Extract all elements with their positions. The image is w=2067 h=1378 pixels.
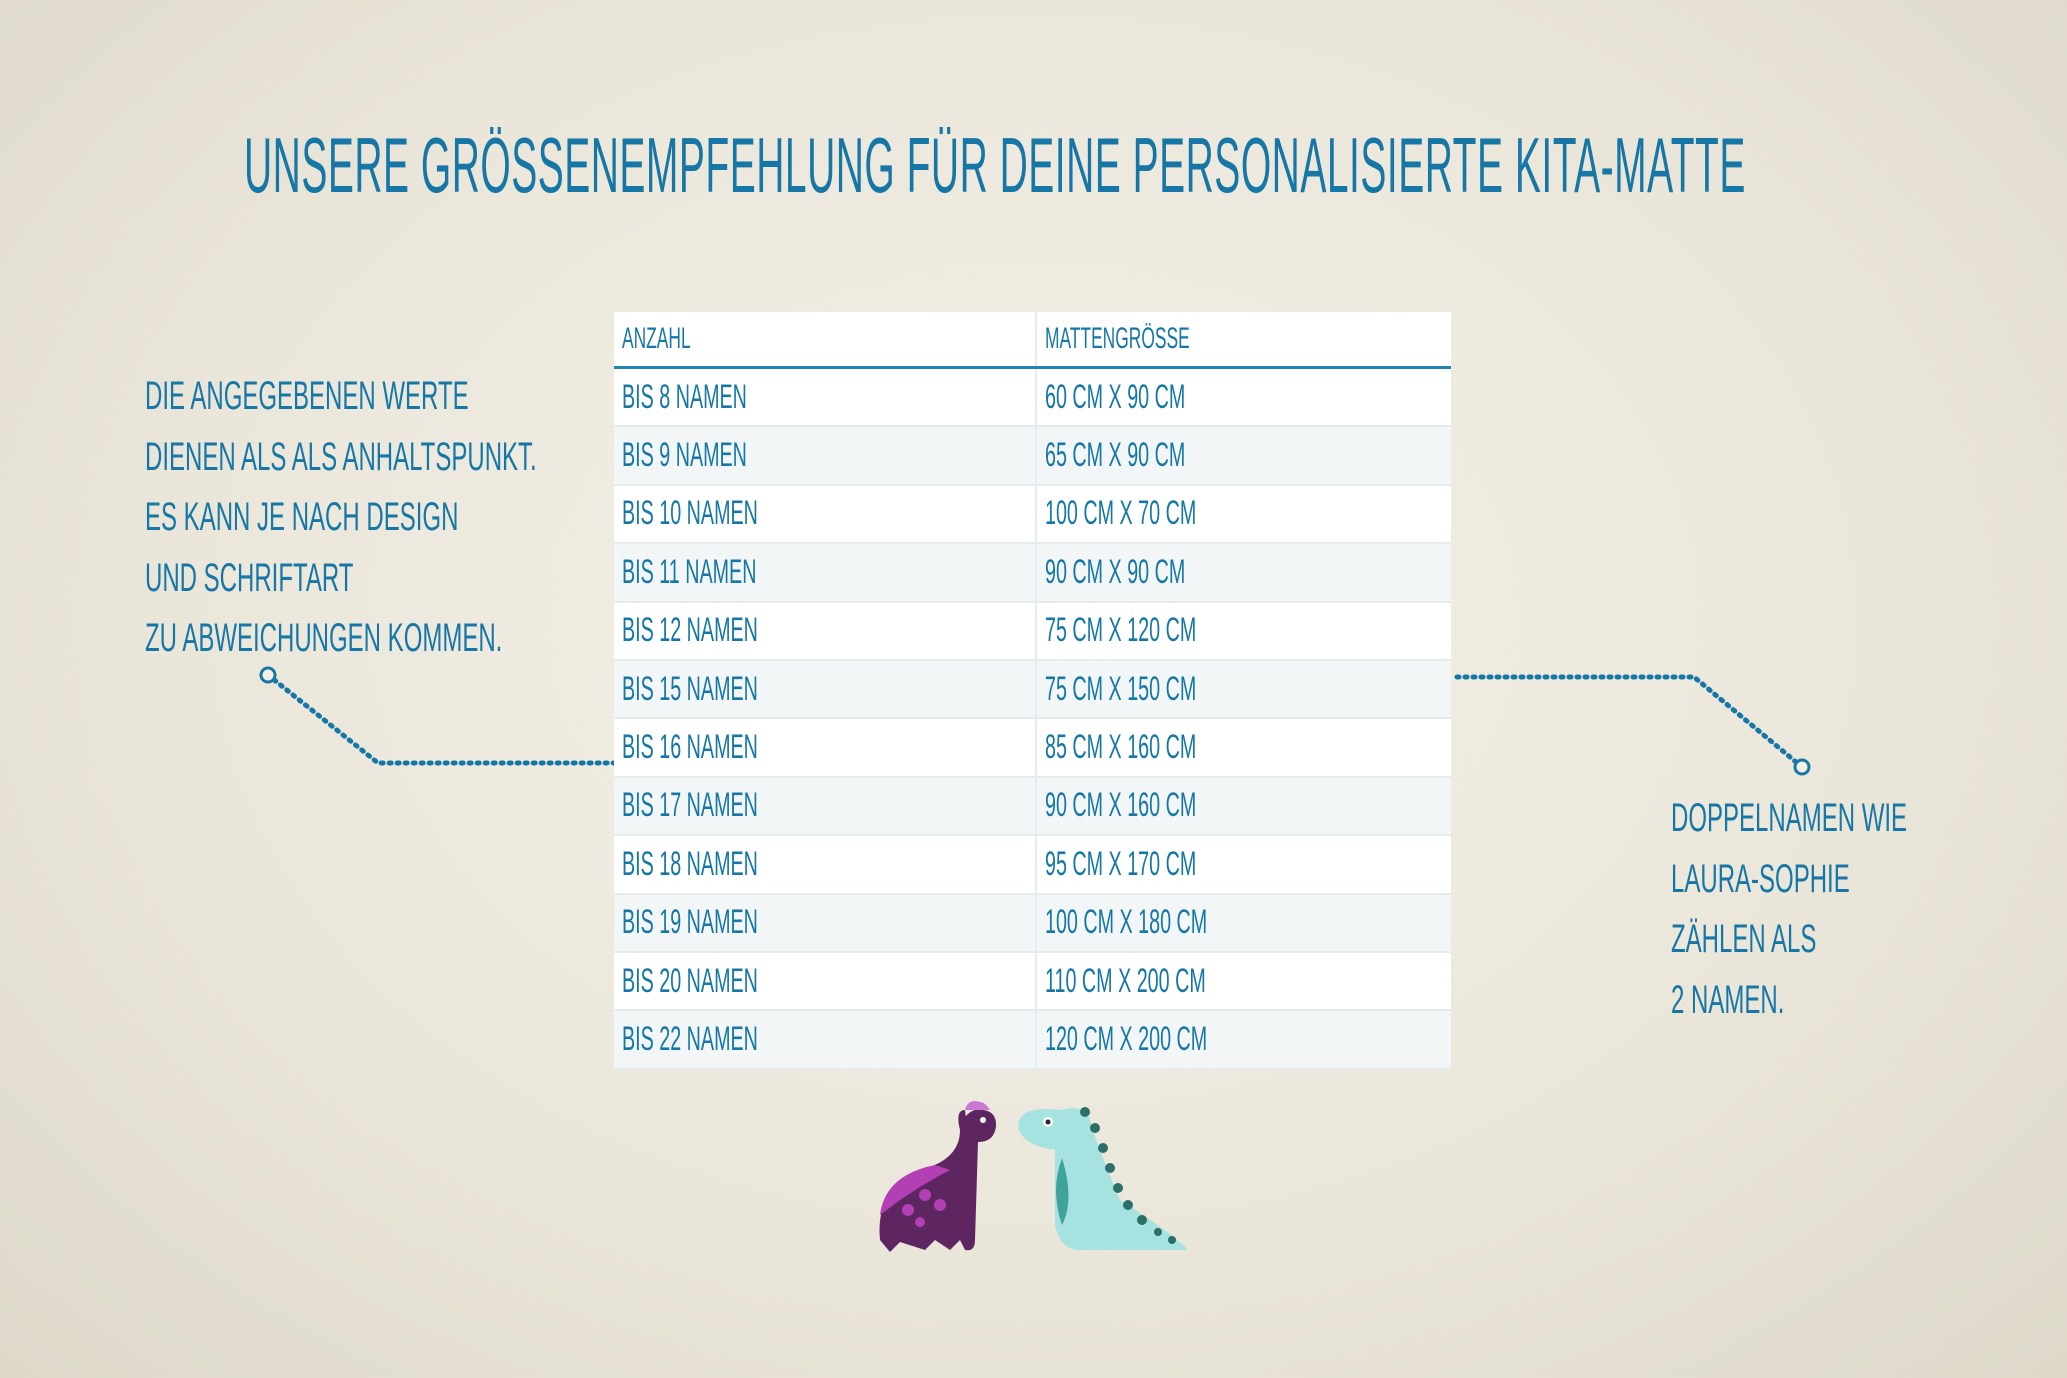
purple-dino-illustration <box>879 1101 996 1252</box>
table-row: Bis 22 Namen 120 cm x 200 cm <box>614 1011 1451 1070</box>
cell-mat-size: 75 cm x 150 cm <box>1035 660 1451 718</box>
cell-count: Bis 22 Namen <box>622 1019 758 1058</box>
right-note-line: Laura-Sophie <box>1671 856 1850 901</box>
cell-count: Bis 12 Namen <box>622 611 758 650</box>
table-row: Bis 20 Namen 110 cm x 200 cm <box>614 952 1451 1012</box>
cell-mat-size: 60 cm x 90 cm <box>1035 369 1451 426</box>
cell-mat-size: 65 cm x 90 cm <box>1035 427 1451 484</box>
cell-mat-size: 90 cm x 160 cm <box>1035 777 1451 835</box>
cell-count: Bis 16 Namen <box>622 728 758 767</box>
cell-count: Bis 15 Namen <box>622 669 758 708</box>
right-connector <box>1454 674 1805 770</box>
left-note-line: zu Abweichungen kommen. <box>145 616 503 660</box>
left-connector <box>265 672 617 766</box>
cell-count: Bis 20 Namen <box>622 961 758 1000</box>
left-note-line: und Schriftart <box>145 555 354 600</box>
left-note-line: Es kann je nach Design <box>145 495 459 539</box>
cell-count: Bis 19 Namen <box>622 903 758 942</box>
table-row: Bis 15 Namen 75 cm x 150 cm <box>614 660 1451 720</box>
table-row: Bis 18 Namen 95 cm x 170 cm <box>614 836 1451 895</box>
table-row: Bis 11 Namen 90 cm x 90 cm <box>614 544 1451 603</box>
cell-mat-size: 90 cm x 90 cm <box>1035 544 1451 601</box>
cell-count: Bis 17 Namen <box>622 786 758 825</box>
cell-mat-size: 75 cm x 120 cm <box>1035 602 1451 659</box>
cell-mat-size: 120 cm x 200 cm <box>1035 1011 1451 1068</box>
table-header-row: Anzahl Mattengröße <box>614 312 1451 369</box>
table-row: Bis 8 Namen 60 cm x 90 cm <box>614 369 1451 428</box>
left-connector-dot <box>259 666 277 684</box>
table-row: Bis 12 Namen 75 cm x 120 cm <box>614 602 1451 661</box>
cell-mat-size: 110 cm x 200 cm <box>1035 952 1451 1010</box>
table-row: Bis 10 Namen 100 cm x 70 cm <box>614 485 1451 545</box>
table-row: Bis 16 Namen 85 cm x 160 cm <box>614 719 1451 778</box>
left-note: Die angegebenen Werte dienen als als Anh… <box>145 366 798 669</box>
cell-mat-size: 95 cm x 170 cm <box>1035 836 1451 893</box>
cell-count: Bis 11 Namen <box>622 552 757 591</box>
header-mat-size: Mattengröße <box>1035 312 1451 366</box>
cell-count: Bis 10 Namen <box>622 494 758 533</box>
right-note-line: zählen als <box>1671 917 1817 961</box>
right-note-line: 2 Namen. <box>1671 977 1785 1022</box>
cell-count: Bis 8 Namen <box>622 377 747 416</box>
cell-mat-size: 100 cm x 70 cm <box>1035 485 1451 543</box>
table-row: Bis 19 Namen 100 cm x 180 cm <box>614 894 1451 953</box>
left-note-line: dienen als als Anhaltspunkt. <box>145 434 537 479</box>
right-note: Doppelnamen wie Laura-Sophie zählen als … <box>1671 788 2064 1030</box>
teal-dino-illustration <box>1018 1107 1188 1250</box>
cell-count: Bis 9 Namen <box>622 436 747 475</box>
page-title: Unsere Größenempfehlung für deine person… <box>244 121 1746 209</box>
cell-mat-size: 100 cm x 180 cm <box>1035 894 1451 951</box>
cell-count: Bis 18 Namen <box>622 844 758 883</box>
table-row: Bis 9 Namen 65 cm x 90 cm <box>614 427 1451 486</box>
right-connector-dot <box>1793 758 1811 776</box>
left-note-line: Die angegebenen Werte <box>145 374 469 418</box>
size-table: Anzahl Mattengröße Bis 8 Namen 60 cm x 90… <box>614 312 1451 1070</box>
header-count: Anzahl <box>622 322 691 355</box>
table-row: Bis 17 Namen 90 cm x 160 cm <box>614 777 1451 837</box>
cell-mat-size: 85 cm x 160 cm <box>1035 719 1451 776</box>
right-note-line: Doppelnamen wie <box>1671 796 1908 840</box>
